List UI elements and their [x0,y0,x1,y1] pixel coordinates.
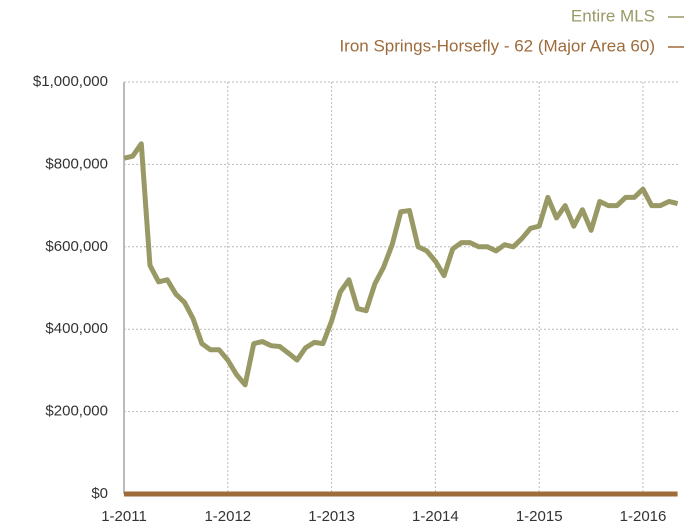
x-tick-label: 1-2013 [308,508,355,525]
x-tick-label: 1-2014 [412,508,459,525]
x-tick-label: 1-2016 [620,508,667,525]
series-line [123,141,679,388]
y-tick-label: $1,000,000 [33,73,108,90]
y-tick-label: $200,000 [45,403,108,420]
x-tick-label: 1-2011 [101,508,147,525]
x-tick-label: 1-2012 [204,508,251,525]
y-tick-label: $400,000 [45,320,108,337]
y-tick-label: $600,000 [45,238,108,255]
y-tick-label: $800,000 [45,155,108,172]
y-tick-label: $0 [91,485,108,502]
x-tick-label: 1-2015 [516,508,563,525]
legend-label: Entire MLS [571,6,655,25]
legend-label: Iron Springs-Horsefly - 62 (Major Area 6… [339,36,655,55]
